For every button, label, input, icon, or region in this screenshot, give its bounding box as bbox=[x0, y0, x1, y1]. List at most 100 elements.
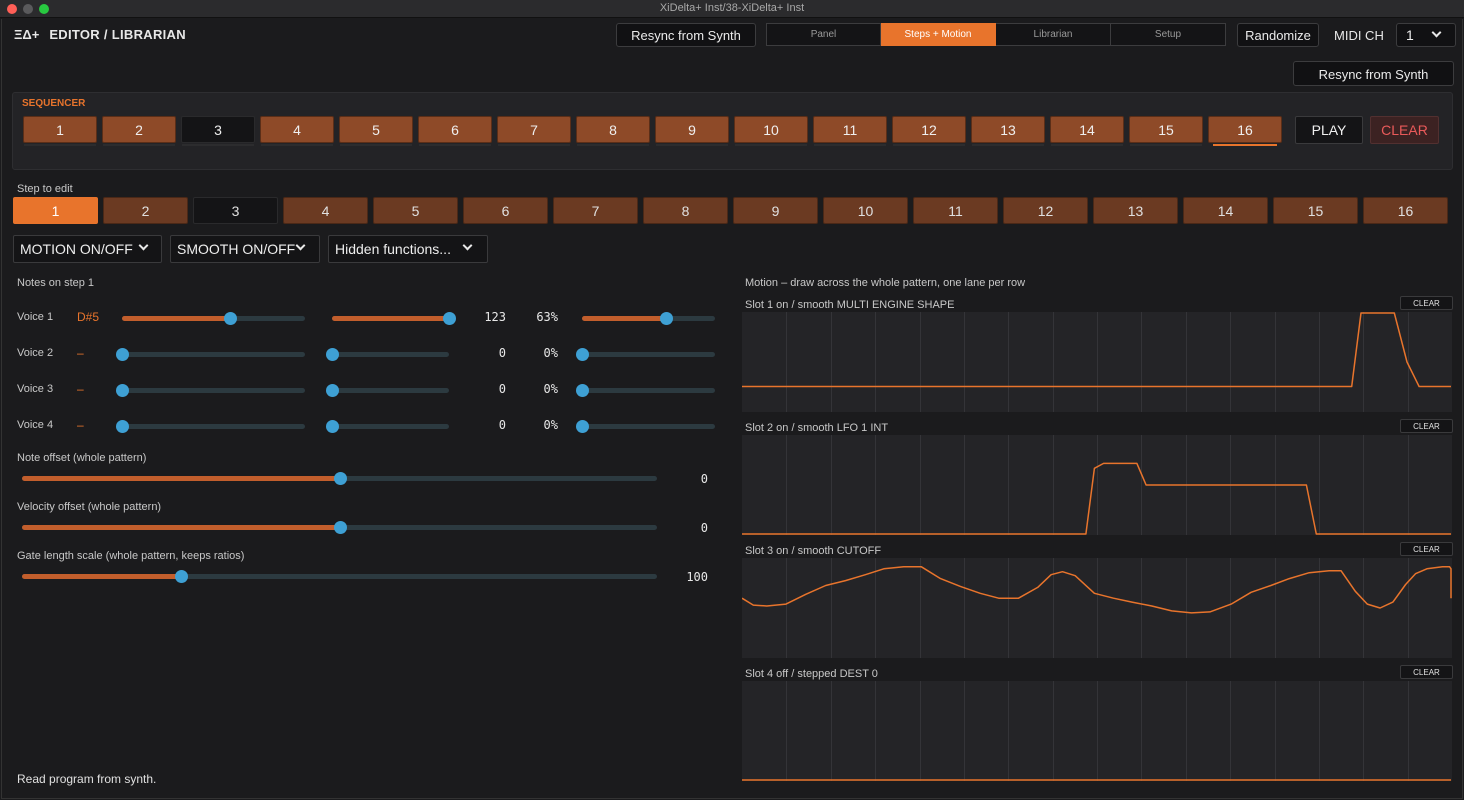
hidden-functions-dropdown[interactable]: Hidden functions... bbox=[328, 235, 488, 263]
voice-2-note-slider[interactable] bbox=[116, 348, 305, 361]
sequencer-step-11[interactable]: 11 bbox=[813, 116, 887, 146]
resync-from-synth-secondary-button[interactable]: Resync from Synth bbox=[1293, 61, 1454, 86]
tab-panel[interactable]: Panel bbox=[766, 23, 881, 46]
sequencer-step-14[interactable]: 14 bbox=[1050, 116, 1124, 146]
voice-1-velocity-slider[interactable] bbox=[332, 312, 456, 325]
sequencer-step-10[interactable]: 10 bbox=[734, 116, 808, 146]
edit-step-12[interactable]: 12 bbox=[1003, 197, 1088, 224]
sequencer-step-9[interactable]: 9 bbox=[655, 116, 729, 146]
voice-4-gate-slider-thumb[interactable] bbox=[576, 420, 589, 433]
offset-label: Note offset (whole pattern) bbox=[17, 452, 147, 464]
voice-1-velocity-slider-thumb[interactable] bbox=[443, 312, 456, 325]
sequencer-step-3[interactable]: 3 bbox=[181, 116, 255, 146]
clear-sequence-button[interactable]: CLEAR bbox=[1370, 116, 1439, 144]
resync-from-synth-button[interactable]: Resync from Synth bbox=[616, 23, 756, 47]
edit-step-13[interactable]: 13 bbox=[1093, 197, 1178, 224]
edit-step-10[interactable]: 10 bbox=[823, 197, 908, 224]
motion-lane-canvas[interactable] bbox=[742, 312, 1452, 412]
offset-slider-3-thumb[interactable] bbox=[174, 570, 188, 583]
motion-lane-clear-button[interactable]: CLEAR bbox=[1400, 542, 1453, 556]
motion-lane-3[interactable] bbox=[742, 558, 1452, 658]
voice-3-velocity-slider-thumb[interactable] bbox=[326, 384, 339, 397]
edit-step-16[interactable]: 16 bbox=[1363, 197, 1448, 224]
sequencer-step-2[interactable]: 2 bbox=[102, 116, 176, 146]
voice-3-note-slider[interactable] bbox=[116, 384, 305, 397]
sequencer-step-8[interactable]: 8 bbox=[576, 116, 650, 146]
tab-librarian[interactable]: Librarian bbox=[996, 23, 1111, 46]
motion-lane-canvas[interactable] bbox=[742, 558, 1452, 658]
edit-step-5[interactable]: 5 bbox=[373, 197, 458, 224]
edit-step-3[interactable]: 3 bbox=[193, 197, 278, 224]
play-button[interactable]: PLAY bbox=[1295, 116, 1363, 144]
offset-value: 0 bbox=[700, 521, 708, 535]
voice-3-note-slider-thumb[interactable] bbox=[116, 384, 129, 397]
motion-lane-1[interactable] bbox=[742, 312, 1452, 412]
offset-slider-1-thumb[interactable] bbox=[333, 472, 347, 485]
tab-setup[interactable]: Setup bbox=[1111, 23, 1226, 46]
offset-slider-1-fill bbox=[22, 476, 340, 481]
voice-2-note-slider-thumb[interactable] bbox=[116, 348, 129, 361]
voice-2-gate-slider[interactable] bbox=[576, 348, 715, 361]
voice-1-gate-slider[interactable] bbox=[582, 312, 715, 325]
sequencer-step-6[interactable]: 6 bbox=[418, 116, 492, 146]
motion-lane-clear-button[interactable]: CLEAR bbox=[1400, 296, 1453, 310]
sequencer-step-4[interactable]: 4 bbox=[260, 116, 334, 146]
tab-steps-motion[interactable]: Steps + Motion bbox=[881, 23, 996, 46]
voice-1-note-slider[interactable] bbox=[122, 312, 305, 325]
offset-slider-2[interactable] bbox=[22, 521, 657, 534]
edit-step-4[interactable]: 4 bbox=[283, 197, 368, 224]
voice-3-gate-slider-thumb[interactable] bbox=[576, 384, 589, 397]
motion-lane-4[interactable] bbox=[742, 681, 1452, 781]
sequencer-step-16[interactable]: 16 bbox=[1208, 116, 1282, 146]
voice-label: Voice 1 bbox=[17, 311, 54, 323]
voice-2-velocity-slider[interactable] bbox=[326, 348, 449, 361]
sequencer-step-1[interactable]: 1 bbox=[23, 116, 97, 146]
offset-slider-1[interactable] bbox=[22, 472, 657, 485]
offset-slider-2-thumb[interactable] bbox=[333, 521, 347, 534]
edit-step-15[interactable]: 15 bbox=[1273, 197, 1358, 224]
sequencer-step-7[interactable]: 7 bbox=[497, 116, 571, 146]
voice-4-velocity-slider-thumb[interactable] bbox=[326, 420, 339, 433]
motion-curve bbox=[742, 462, 1451, 535]
offset-slider-3[interactable] bbox=[22, 570, 657, 583]
motion-lane-clear-button[interactable]: CLEAR bbox=[1400, 419, 1453, 433]
zoom-window-button[interactable] bbox=[39, 4, 49, 14]
minimize-window-button[interactable] bbox=[23, 4, 33, 14]
edit-step-11[interactable]: 11 bbox=[913, 197, 998, 224]
midi-channel-select[interactable]: 1 bbox=[1396, 23, 1456, 47]
voice-1-note-slider-thumb[interactable] bbox=[223, 312, 237, 325]
sequencer-step-12[interactable]: 12 bbox=[892, 116, 966, 146]
sequencer-step-15[interactable]: 15 bbox=[1129, 116, 1203, 146]
motion-lane-2[interactable] bbox=[742, 435, 1452, 535]
voice-4-note-slider-thumb[interactable] bbox=[116, 420, 129, 433]
voice-4-velocity-slider[interactable] bbox=[326, 420, 449, 433]
close-window-button[interactable] bbox=[7, 4, 17, 14]
motion-curve bbox=[742, 566, 1452, 614]
motion-lane-canvas[interactable] bbox=[742, 681, 1452, 781]
edit-step-2[interactable]: 2 bbox=[103, 197, 188, 224]
sequencer-step-5[interactable]: 5 bbox=[339, 116, 413, 146]
voice-2-velocity-slider-thumb[interactable] bbox=[326, 348, 339, 361]
motion-lane-label: Slot 4 off / stepped DEST 0 bbox=[745, 668, 878, 680]
voice-3-velocity-slider[interactable] bbox=[326, 384, 449, 397]
smooth-onoff-dropdown[interactable]: SMOOTH ON/OFF bbox=[170, 235, 320, 263]
sequencer-step-13[interactable]: 13 bbox=[971, 116, 1045, 146]
edit-step-8[interactable]: 8 bbox=[643, 197, 728, 224]
randomize-button[interactable]: Randomize bbox=[1237, 23, 1319, 47]
voice-1-gate-slider-thumb[interactable] bbox=[659, 312, 673, 325]
motion-onoff-dropdown[interactable]: MOTION ON/OFF bbox=[13, 235, 162, 263]
motion-lane-clear-button[interactable]: CLEAR bbox=[1400, 665, 1453, 679]
edit-step-1[interactable]: 1 bbox=[13, 197, 98, 224]
edit-step-6[interactable]: 6 bbox=[463, 197, 548, 224]
voice-label: Voice 2 bbox=[17, 347, 54, 359]
voice-3-gate-slider[interactable] bbox=[576, 384, 715, 397]
voice-2-gate-slider-thumb[interactable] bbox=[576, 348, 589, 361]
voice-4-gate-slider[interactable] bbox=[576, 420, 715, 433]
motion-lane-canvas[interactable] bbox=[742, 435, 1452, 535]
edit-step-7[interactable]: 7 bbox=[553, 197, 638, 224]
app-logo: ΞΔ+ EDITOR / LIBRARIAN bbox=[14, 27, 186, 42]
motion-label: Motion – draw across the whole pattern, … bbox=[745, 277, 1026, 289]
voice-4-note-slider[interactable] bbox=[116, 420, 305, 433]
edit-step-14[interactable]: 14 bbox=[1183, 197, 1268, 224]
edit-step-9[interactable]: 9 bbox=[733, 197, 818, 224]
